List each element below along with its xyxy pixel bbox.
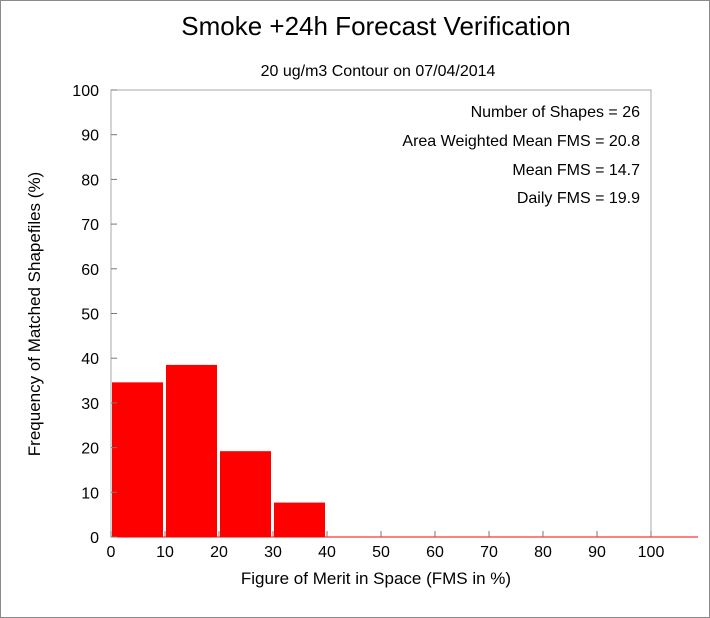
x-tick-label: 90 — [588, 544, 606, 561]
y-tick-label: 20 — [81, 441, 99, 458]
x-tick-label: 30 — [264, 544, 282, 561]
y-tick-label: 0 — [90, 530, 99, 547]
x-tick-label: 20 — [210, 544, 228, 561]
chart-subtitle: 20 ug/m3 Contour on 07/04/2014 — [261, 63, 496, 80]
x-tick-label: 0 — [107, 544, 116, 561]
stat-annotation: Mean FMS = 14.7 — [512, 162, 640, 179]
bar-30 — [274, 502, 325, 537]
stats-annotations: Number of Shapes = 26 Area Weighted Mean … — [402, 104, 640, 207]
x-tick-label: 100 — [638, 544, 665, 561]
x-tick-label: 40 — [318, 544, 336, 561]
bar-10 — [166, 364, 217, 537]
stat-annotation: Daily FMS = 19.9 — [517, 190, 640, 207]
y-tick-label: 30 — [81, 396, 99, 413]
y-axis-ticks: 0 10 20 30 40 50 60 70 80 90 100 — [72, 83, 117, 547]
y-tick-label: 50 — [81, 307, 99, 324]
chart-title: Smoke +24h Forecast Verification — [181, 11, 570, 41]
stat-annotation: Number of Shapes = 26 — [471, 104, 641, 121]
x-axis-ticks: 0 10 20 30 40 50 60 70 80 90 100 — [107, 531, 665, 561]
y-tick-label: 90 — [81, 128, 99, 145]
stat-annotation: Area Weighted Mean FMS = 20.8 — [402, 133, 640, 150]
y-tick-label: 70 — [81, 217, 99, 234]
bar-20 — [220, 451, 271, 537]
x-tick-label: 50 — [372, 544, 390, 561]
y-tick-label: 10 — [81, 485, 99, 502]
y-tick-label: 80 — [81, 172, 99, 189]
bars — [111, 364, 698, 538]
y-tick-label: 40 — [81, 351, 99, 368]
bar-0 — [112, 382, 163, 537]
y-axis-label: Frequency of Matched Shapefiles (%) — [25, 172, 44, 456]
x-axis-label: Figure of Merit in Space (FMS in %) — [241, 569, 511, 588]
x-tick-label: 70 — [480, 544, 498, 561]
y-tick-label: 100 — [72, 83, 99, 100]
x-tick-label: 80 — [534, 544, 552, 561]
x-tick-label: 10 — [156, 544, 174, 561]
y-tick-label: 60 — [81, 262, 99, 279]
x-tick-label: 60 — [426, 544, 444, 561]
